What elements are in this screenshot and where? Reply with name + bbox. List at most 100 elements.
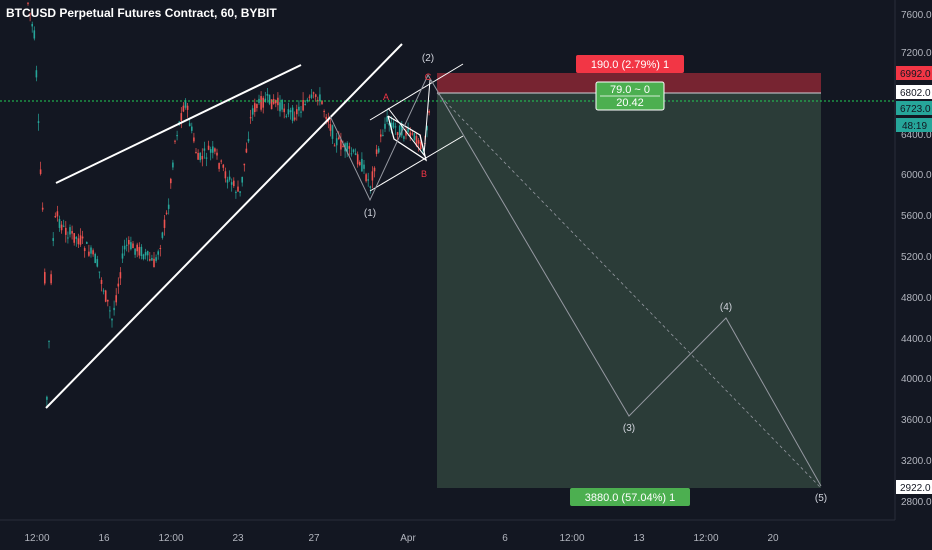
candle-body [138,247,141,256]
entry-price-text: 6802.0 [900,88,931,99]
candle-body [283,108,285,113]
candle-body [426,126,428,131]
candle-body [41,207,44,210]
price-tick-label: 4400.0 [901,334,932,345]
candle-body [90,247,92,254]
candle-body [33,30,36,39]
candle-body [81,236,84,239]
candle-body [308,96,311,98]
price-tick-label: 4000.0 [901,374,932,385]
wave-label-5: (5) [815,493,827,504]
entry-info-text-1: 79.0 ~ 0 [610,84,650,96]
candle-body [209,149,212,153]
abc-label-b: B [421,169,427,179]
candle-body [247,138,250,142]
candle-body [254,103,256,112]
candle-body [371,171,374,181]
candle-body [342,145,344,147]
candle-body [306,99,309,102]
candle-body [218,163,220,169]
candle-body [184,100,187,108]
candle-body [375,149,378,154]
stop-info-box[interactable] [576,55,684,73]
candle-body [191,126,193,131]
candle-body [125,244,128,246]
candle-body [256,104,258,109]
candle-body [245,148,248,153]
candle-body [48,340,50,342]
candle-body [151,258,153,261]
candle-body [266,93,269,96]
time-tick-label: 20 [767,533,779,544]
elliott-wave-projection[interactable] [329,73,822,487]
candle-body [123,245,126,250]
candle-body [281,99,283,110]
wedge-lower-trendline[interactable] [45,43,403,409]
candle-body [67,237,69,239]
time-axis[interactable]: 12:00 16 12:00 23 27 Apr 6 12:00 13 12:00 20 [24,533,779,544]
current-price-text: 6723.0 [900,104,931,115]
time-tick-label: 27 [308,533,320,544]
candle-body [298,106,300,111]
candle-body [275,100,277,104]
candle-body [224,171,227,179]
price-tick-label: 3200.0 [901,456,932,467]
candle-body [396,132,399,135]
target-info-box[interactable] [570,488,690,506]
candle-body [415,136,418,146]
price-tick-label: 7200.0 [901,48,932,59]
time-tick-label: 12:00 [693,533,718,544]
stop-info-text: 190.0 (2.79%) 1 [591,59,669,71]
channel-lower-line[interactable] [369,135,464,192]
candle-body [214,148,216,152]
candle-body [312,92,315,94]
candle-body [65,227,67,235]
price-tick-label: 2800.0 [901,497,932,508]
candle-body [136,244,138,252]
entry-price-tag [896,85,932,99]
candle-body [241,176,243,183]
stop-price-tag [896,66,932,80]
target-price-text: 2922.0 [900,483,931,494]
candle-body [201,155,204,160]
time-tick-label: Apr [400,533,416,544]
candle-body [237,186,239,192]
candle-body [140,246,143,257]
candle-body [361,158,363,172]
candle-body [335,138,338,146]
candle-body [428,110,430,113]
candle-body [230,182,233,185]
time-tick-label: 12:00 [559,533,584,544]
candle-body [197,152,199,160]
candle-body [39,169,42,174]
abc-label-a: A [383,92,389,102]
abc-triangle[interactable] [387,115,428,162]
candle-body [419,141,422,149]
candle-body [163,219,166,228]
price-tick-label: 6400.0 [901,130,932,141]
channel-upper-line[interactable] [369,63,464,121]
wedge-upper-trendline[interactable] [55,64,302,184]
candle-body [100,279,103,284]
candle-body [363,164,365,169]
time-tick-label: 13 [633,533,645,544]
candle-body [62,225,65,227]
candle-body [407,128,409,132]
price-tick-label: 5200.0 [901,252,932,263]
candle-body [56,211,59,217]
candle-body [321,100,323,104]
candle-body [392,122,395,128]
wave-label-2: (2) [422,53,434,64]
candle-body [338,137,340,140]
candle-body [270,99,273,110]
candle-body [300,111,302,113]
candle-body [398,125,401,137]
candle-body [304,104,306,106]
target-price-tag [896,480,932,494]
candle-body [377,148,380,153]
candle-body [77,238,80,245]
candle-body [325,116,327,120]
candle-body [258,98,260,103]
